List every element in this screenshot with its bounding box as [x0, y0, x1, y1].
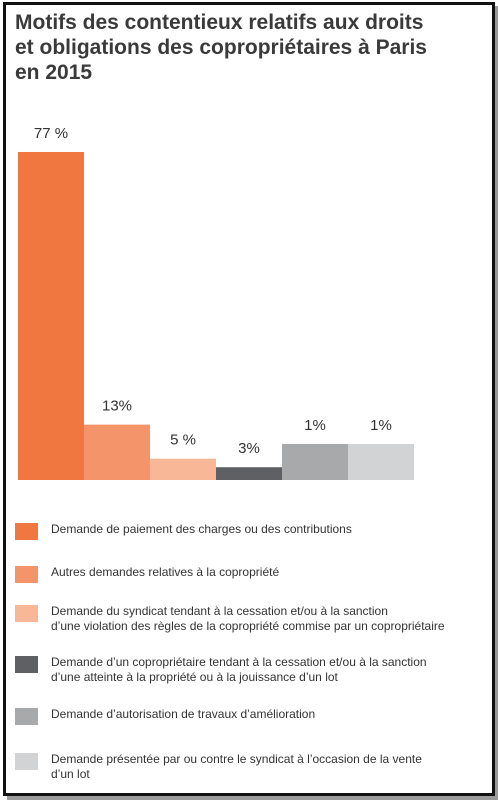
legend-item: Autres demandes relatives à la coproprié… [15, 565, 480, 583]
legend-label-line: Demande d’autorisation de travaux d’amél… [51, 707, 316, 721]
legend-label-line: d’un lot [51, 767, 90, 781]
bar-1 [18, 151, 84, 481]
legend-label-line: Demande de paiement des charges ou des c… [51, 522, 352, 536]
bar-value-label: 1% [304, 417, 326, 434]
bar-value-label: 1% [370, 417, 392, 434]
bar-4 [216, 467, 282, 480]
title-line: Motifs des contentieux relatifs aux droi… [15, 11, 424, 34]
legend-label-line: d’une atteinte à la propriété ou à la jo… [51, 670, 338, 684]
legend-item: Demande présentée par ou contre le syndi… [15, 752, 480, 782]
legend-item: Demande d’autorisation de travaux d’amél… [15, 707, 480, 725]
bar-6 [348, 444, 414, 480]
legend-swatch [15, 656, 38, 673]
legend-label: Demande du syndicat tendant à la cessati… [51, 604, 445, 634]
legend-item: Demande de paiement des charges ou des c… [15, 522, 480, 540]
legend-swatch [15, 523, 38, 540]
legend-label-line: Demande du syndicat tendant à la cessati… [51, 604, 388, 618]
legend-label: Demande de paiement des charges ou des c… [51, 522, 352, 537]
bar-3 [150, 458, 216, 480]
legend-label: Autres demandes relatives à la coproprié… [51, 565, 279, 580]
legend-item: Demande d’un copropriétaire tendant à la… [15, 655, 480, 685]
legend-label: Demande d’un copropriétaire tendant à la… [51, 655, 427, 685]
bar-value-label: 13% [102, 398, 132, 415]
legend-label: Demande d’autorisation de travaux d’amél… [51, 707, 315, 722]
legend-swatch [15, 605, 38, 622]
legend-label-line: d’une violation des règles de la copropr… [51, 619, 445, 633]
legend-swatch [15, 566, 38, 583]
legend-label: Demande présentée par ou contre le syndi… [51, 752, 422, 782]
title-line: en 2015 [15, 61, 93, 84]
legend-label-line: Autres demandes relatives à la coproprié… [51, 565, 280, 579]
legend-swatch [15, 708, 38, 725]
chart-frame [3, 2, 495, 796]
bar-2 [84, 424, 150, 480]
bar-value-label: 3% [238, 440, 260, 457]
bar-value-label: 5 % [170, 432, 196, 449]
legend-swatch [15, 753, 38, 770]
legend-item: Demande du syndicat tendant à la cessati… [15, 604, 480, 634]
chart-title: Motifs des contentieux relatifs aux droi… [15, 10, 485, 85]
bar-5 [282, 444, 348, 480]
legend-label-line: Demande d’un copropriétaire tendant à la… [51, 655, 427, 669]
bar-value-label: 77 % [34, 125, 68, 142]
title-line: et obligations des copropriétaires à Par… [15, 36, 427, 59]
legend-label-line: Demande présentée par ou contre le syndi… [51, 752, 422, 766]
